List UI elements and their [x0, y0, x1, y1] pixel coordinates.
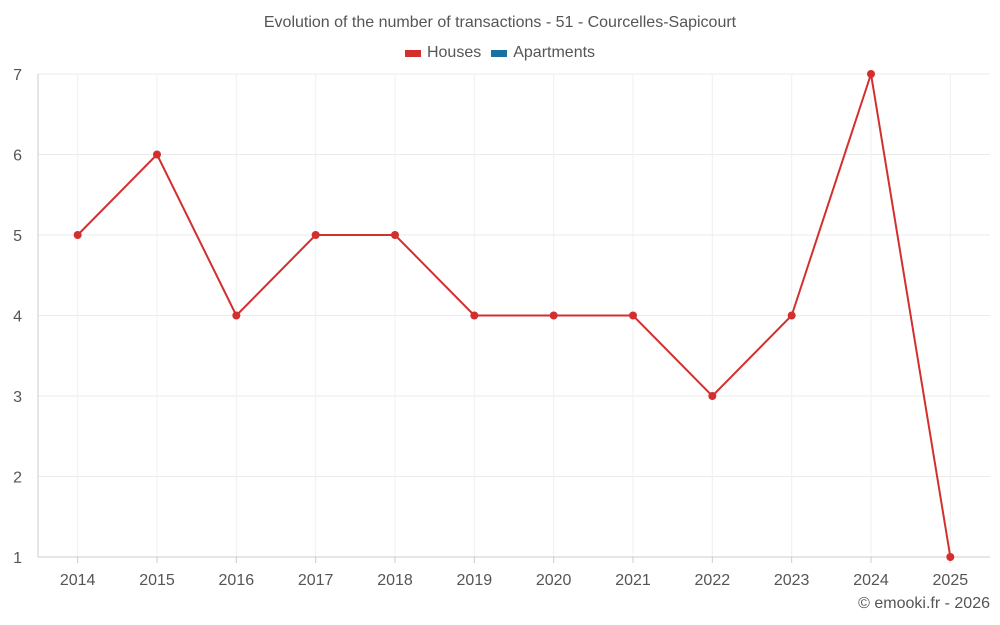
legend-item-houses[interactable]: Houses [404, 44, 482, 62]
x-tick-label: 2019 [457, 572, 493, 589]
chart-title: Evolution of the number of transactions … [263, 14, 737, 31]
y-tick-label: 4 [13, 309, 22, 326]
data-point-houses-2020 [549, 311, 558, 320]
data-point-houses-2022 [708, 392, 717, 400]
data-point-houses-2024 [867, 70, 875, 78]
data-point-houses-2015 [153, 150, 161, 159]
legend-swatch-houses [404, 49, 421, 57]
legend-label-apartments: Apartments [513, 44, 596, 61]
x-tick-label: 2022 [695, 572, 731, 589]
data-point-houses-2014 [73, 231, 82, 239]
x-tick-label: 2018 [377, 572, 413, 589]
data-point-houses-2017 [311, 231, 320, 239]
series-line-houses [76, 73, 952, 558]
x-tick-label: 2025 [933, 572, 969, 589]
legend-item-apartments[interactable]: Apartments [491, 44, 595, 62]
x-tick-label: 2021 [615, 572, 651, 589]
x-tick-label: 2017 [298, 572, 334, 589]
credit-text: © emooki.fr - 2026 [858, 595, 990, 612]
x-tick-label: 2024 [853, 572, 889, 589]
x-tick-label: 2020 [536, 572, 572, 589]
legend: Houses Apartments [0, 44, 1000, 62]
legend-swatch-apartments [491, 49, 508, 57]
x-tick-label: 2023 [774, 572, 810, 589]
data-point-houses-2021 [629, 311, 637, 320]
y-tick-label: 2 [13, 470, 22, 487]
x-tick-label: 2015 [139, 572, 175, 589]
y-tick-label: 1 [13, 550, 22, 567]
data-point-houses-2025 [946, 553, 955, 561]
y-tick-label: 3 [13, 389, 22, 406]
data-point-houses-2023 [787, 311, 796, 320]
legend-label-houses: Houses [426, 44, 482, 61]
y-tick-label: 5 [13, 228, 22, 245]
x-tick-label: 2014 [60, 572, 96, 589]
y-tick-label: 6 [13, 148, 22, 165]
y-tick-label: 7 [13, 67, 22, 84]
data-point-houses-2018 [391, 231, 399, 239]
data-point-houses-2016 [232, 311, 241, 320]
data-point-houses-2019 [470, 311, 479, 320]
x-tick-label: 2016 [219, 572, 255, 589]
